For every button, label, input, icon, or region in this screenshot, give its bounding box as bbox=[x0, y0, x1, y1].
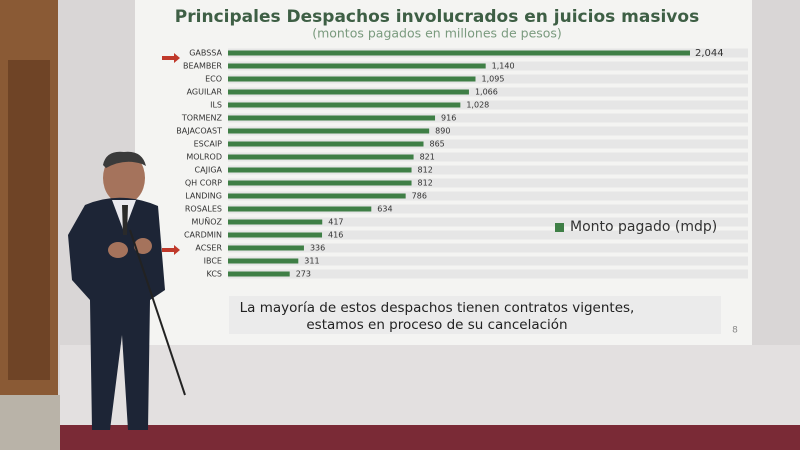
category-label: ESCAIP bbox=[194, 140, 223, 149]
category-label: ROSALES bbox=[185, 205, 222, 214]
suit bbox=[68, 197, 165, 430]
row-stripe bbox=[228, 87, 748, 97]
row-stripe bbox=[228, 256, 748, 266]
bar bbox=[228, 89, 469, 95]
bar bbox=[228, 180, 412, 186]
value-label: 812 bbox=[418, 166, 433, 175]
row-stripe bbox=[228, 139, 748, 149]
category-label: ACSER bbox=[195, 244, 222, 253]
value-label: 812 bbox=[418, 179, 433, 188]
row-stripe bbox=[228, 126, 748, 136]
floor bbox=[60, 425, 800, 450]
value-label: 1,140 bbox=[492, 62, 515, 71]
row-stripe bbox=[228, 204, 748, 214]
value-label: 417 bbox=[328, 218, 343, 227]
note-line: estamos en proceso de su cancelación bbox=[306, 317, 567, 333]
plot: GABSSA 2,044 BEAMBER 1,140 ECO 1,095 AGUILAR 1,… bbox=[176, 48, 748, 279]
value-label: 916 bbox=[441, 114, 456, 123]
bar bbox=[228, 271, 290, 277]
row-stripe bbox=[228, 191, 748, 201]
category-label: LANDING bbox=[185, 192, 222, 201]
note-box bbox=[229, 296, 721, 334]
row-stripe bbox=[228, 113, 748, 123]
value-label: 821 bbox=[420, 153, 435, 162]
page-number: 8 bbox=[732, 326, 738, 336]
category-label: MUÑOZ bbox=[191, 217, 222, 227]
row-stripe bbox=[228, 230, 748, 240]
row-stripe bbox=[228, 165, 748, 175]
chart-subtitle: (montos pagados en millones de pesos) bbox=[312, 26, 562, 41]
category-label: BAJACOAST bbox=[176, 127, 222, 136]
wood-door bbox=[8, 60, 50, 380]
value-label: 634 bbox=[377, 205, 392, 214]
arrow bbox=[162, 245, 180, 255]
row-stripe bbox=[228, 100, 748, 110]
value-label: 273 bbox=[296, 270, 311, 279]
value-label: 890 bbox=[435, 127, 450, 136]
value-label: 416 bbox=[328, 231, 343, 240]
bar bbox=[228, 245, 304, 251]
category-label: AGUILAR bbox=[187, 88, 223, 97]
bar bbox=[228, 219, 323, 225]
category-label: IBCE bbox=[204, 257, 222, 266]
value-label: 1,066 bbox=[475, 88, 498, 97]
mic-stand bbox=[129, 229, 186, 396]
category-label: ECO bbox=[205, 75, 222, 84]
row-stripe bbox=[228, 61, 748, 71]
floor-left bbox=[0, 395, 60, 450]
category-label: CARDMIN bbox=[184, 231, 222, 240]
bar bbox=[228, 102, 461, 108]
legend-label: Monto pagado (mdp) bbox=[570, 219, 717, 235]
category-label: MOLROD bbox=[186, 153, 222, 162]
category-label: CAJIGA bbox=[195, 166, 223, 175]
category-label: TORMENZ bbox=[181, 114, 223, 123]
bar bbox=[228, 76, 476, 82]
row-stripe bbox=[228, 178, 748, 188]
bar bbox=[228, 206, 372, 212]
value-label: 1,028 bbox=[466, 101, 489, 110]
row-stripe bbox=[228, 269, 748, 279]
value-label: 865 bbox=[430, 140, 445, 149]
hand bbox=[134, 238, 152, 254]
bar bbox=[228, 63, 486, 69]
category-label: QH CORP bbox=[185, 179, 222, 188]
head bbox=[103, 152, 145, 204]
row-stripe bbox=[228, 74, 748, 84]
bar bbox=[228, 128, 430, 134]
bar bbox=[228, 232, 323, 238]
chart-title: Principales Despachos involucrados en ju… bbox=[175, 7, 699, 27]
value-label: 336 bbox=[310, 244, 325, 253]
note-line: La mayoría de estos despachos tienen con… bbox=[240, 300, 635, 316]
hair bbox=[103, 151, 146, 168]
value-label: 311 bbox=[304, 257, 319, 266]
bar bbox=[228, 50, 690, 56]
bar bbox=[228, 154, 414, 160]
value-label: 2,044 bbox=[695, 48, 724, 59]
wall-lower bbox=[60, 345, 800, 430]
hand bbox=[108, 242, 128, 258]
bar bbox=[228, 115, 436, 121]
value-label: 1,095 bbox=[482, 75, 505, 84]
value-label: 786 bbox=[412, 192, 427, 201]
category-label: BEAMBER bbox=[183, 62, 222, 71]
bar bbox=[228, 167, 412, 173]
tie bbox=[122, 205, 128, 235]
category-label: GABSSA bbox=[189, 49, 222, 58]
row-stripe bbox=[228, 243, 748, 253]
presenter bbox=[68, 151, 186, 430]
arrow bbox=[162, 53, 180, 63]
bar bbox=[228, 193, 406, 199]
row-stripe bbox=[228, 152, 748, 162]
bar bbox=[228, 258, 299, 264]
row-stripe bbox=[228, 217, 748, 227]
category-label: KCS bbox=[207, 270, 222, 279]
legend-swatch bbox=[555, 223, 564, 232]
category-label: ILS bbox=[210, 101, 222, 110]
bar bbox=[228, 141, 424, 147]
